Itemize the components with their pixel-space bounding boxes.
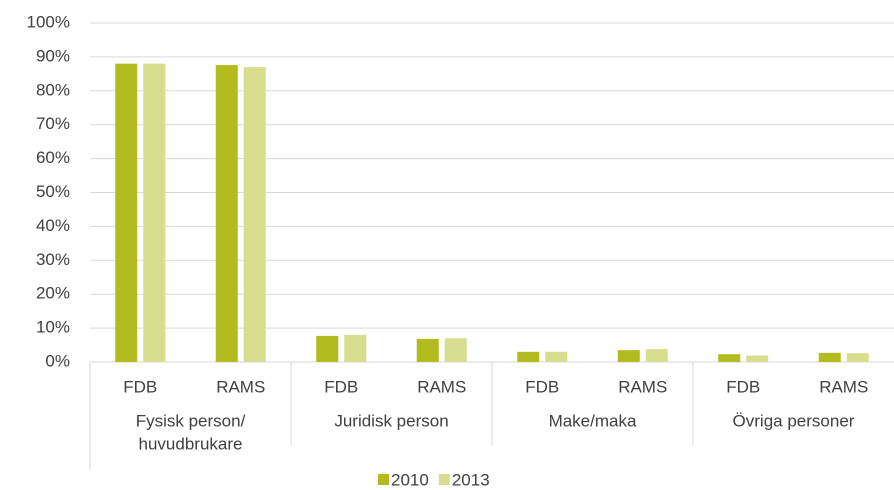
x-tick-label: RAMS xyxy=(417,377,466,396)
y-tick-label: 50% xyxy=(36,182,70,201)
y-tick-label: 10% xyxy=(36,318,70,337)
bar xyxy=(718,354,741,362)
legend-label: 2010 xyxy=(391,470,429,489)
bar xyxy=(517,351,540,362)
x-tick-label: RAMS xyxy=(216,377,265,396)
group-label: Övriga personer xyxy=(733,411,855,430)
y-tick-label: 70% xyxy=(36,114,70,133)
y-tick-label: 80% xyxy=(36,80,70,99)
y-tick-label: 100% xyxy=(27,12,70,31)
y-tick-label: 30% xyxy=(36,250,70,269)
legend-swatch xyxy=(378,474,389,485)
x-tick-label: FDB xyxy=(525,377,559,396)
bar xyxy=(243,67,266,362)
group-label: Make/maka xyxy=(549,411,637,430)
legend-swatch xyxy=(438,474,450,485)
x-tick-label: FDB xyxy=(324,377,358,396)
y-tick-label: 60% xyxy=(36,148,70,167)
y-tick-label: 40% xyxy=(36,216,70,235)
bar xyxy=(818,352,841,362)
y-tick-label: 20% xyxy=(36,284,70,303)
bar xyxy=(344,334,367,362)
x-tick-label: RAMS xyxy=(819,377,868,396)
bar xyxy=(545,351,568,362)
bar xyxy=(416,338,439,362)
group-label: Fysisk person/ xyxy=(136,411,246,430)
bar xyxy=(645,349,668,362)
bar xyxy=(115,63,138,363)
bar xyxy=(215,65,238,362)
bar xyxy=(846,353,869,362)
x-tick-label: FDB xyxy=(726,377,760,396)
x-tick-label: RAMS xyxy=(618,377,667,396)
y-tick-label: 0% xyxy=(45,351,70,370)
group-label: huvudbrukare xyxy=(139,434,243,453)
y-tick-label: 90% xyxy=(36,46,70,65)
bar xyxy=(444,338,467,362)
legend-label: 2013 xyxy=(452,470,490,489)
bar xyxy=(143,63,166,363)
x-tick-label: FDB xyxy=(123,377,157,396)
bar xyxy=(746,355,769,362)
group-label: Juridisk person xyxy=(334,411,448,430)
bar xyxy=(617,350,640,362)
bar xyxy=(316,335,339,362)
